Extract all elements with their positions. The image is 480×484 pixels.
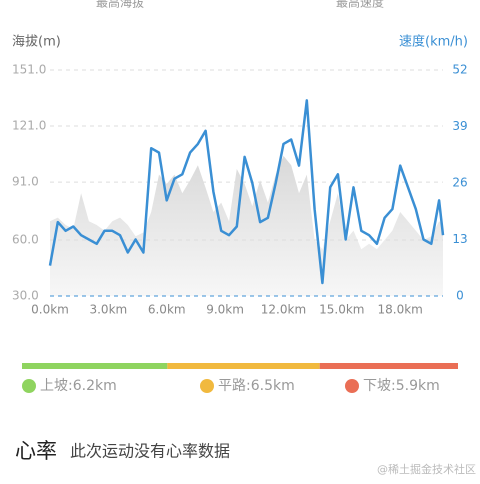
- legend-dot: [200, 379, 214, 393]
- y-tick-label: 91.0: [12, 175, 39, 189]
- x-tick-label: 15.0km: [319, 303, 364, 317]
- y2-axis-label: 速度(km/h): [399, 34, 468, 50]
- x-tick-label: 12.0km: [261, 303, 306, 317]
- y2-tick-label: 0: [456, 289, 464, 303]
- x-tick-label: 3.0km: [89, 303, 127, 317]
- elevation-area: [50, 155, 443, 296]
- y-tick-label: 121.0: [12, 119, 46, 133]
- y-tick-label: 30.0: [12, 289, 39, 303]
- terrain-bar: [319, 363, 458, 369]
- terrain-bar: [167, 363, 320, 369]
- y2-tick-label: 39: [452, 119, 467, 133]
- legend-label: 下坡:5.9km: [363, 378, 440, 394]
- y-tick-label: 60.0: [12, 232, 39, 246]
- y-axis-label: 海拔(m): [12, 35, 61, 50]
- x-tick-label: 6.0km: [148, 303, 186, 317]
- y-tick-label: 151.0: [12, 63, 46, 77]
- header-right: 最高速度: [336, 0, 384, 10]
- y2-tick-label: 26: [452, 176, 467, 190]
- watermark: @稀土掘金技术社区: [377, 462, 476, 476]
- header-left: 最高海拔: [96, 0, 144, 10]
- x-tick-label: 0.0km: [31, 303, 69, 317]
- speed-line: [48, 99, 445, 285]
- y2-tick-label: 52: [452, 63, 467, 77]
- legend-dot: [22, 379, 36, 393]
- legend-label: 平路:6.5km: [218, 378, 295, 394]
- section-title: 心率: [15, 439, 57, 463]
- terrain-bar: [22, 363, 168, 369]
- y2-tick-label: 13: [452, 232, 467, 246]
- section-note: 此次运动没有心率数据: [70, 442, 230, 461]
- legend-label: 上坡:6.2km: [40, 378, 117, 394]
- legend-dot: [345, 379, 359, 393]
- x-tick-label: 18.0km: [378, 303, 423, 317]
- x-tick-label: 9.0km: [206, 303, 244, 317]
